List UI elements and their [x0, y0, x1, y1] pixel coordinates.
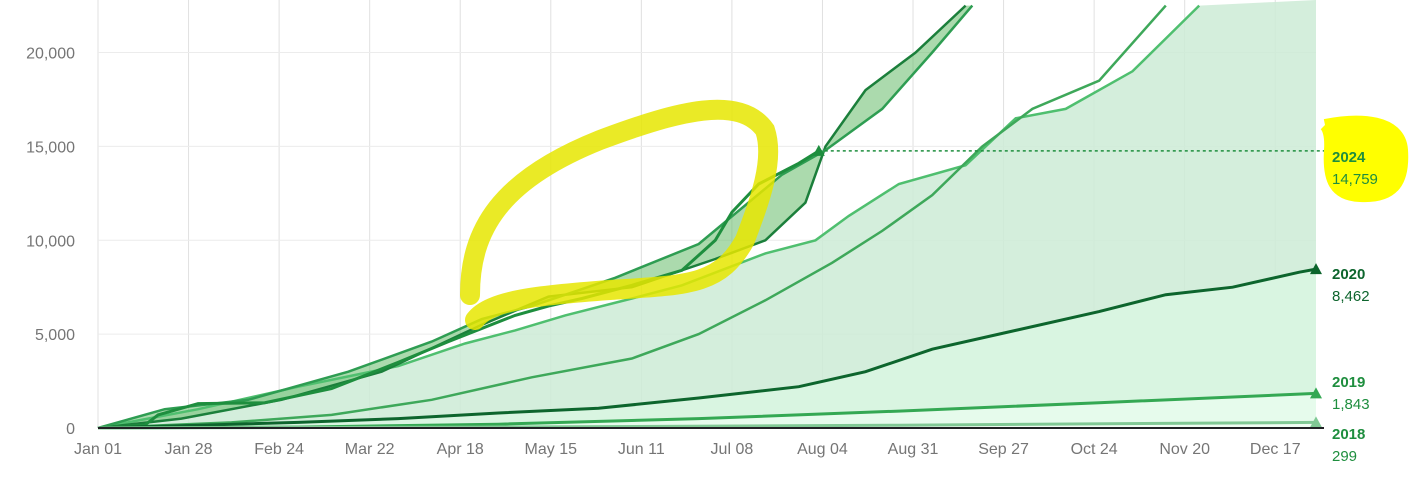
series-end-marker-2019 — [1310, 387, 1322, 399]
x-tick-label: Nov 20 — [1159, 441, 1210, 458]
x-tick-label: Sep 27 — [978, 441, 1029, 458]
x-tick-label: Jul 08 — [711, 441, 754, 458]
y-tick-label: 5,000 — [35, 327, 75, 344]
x-tick-label: Jun 11 — [618, 441, 665, 458]
end-label-year-2020: 2020 — [1332, 266, 1365, 283]
axes: Jan 01 Jan 28 Feb 24 Mar 22 Apr 18 May 15 Jun … — [26, 46, 1324, 458]
envelope-area — [98, 0, 1316, 428]
end-label-year-2018: 2018 — [1332, 426, 1365, 443]
end-label-value-2020: 8,462 — [1332, 288, 1370, 305]
y-tick-label: 20,000 — [26, 46, 75, 63]
yellow-scribble-circle — [460, 99, 779, 330]
series-end-marker-2018 — [1310, 416, 1322, 428]
series-area — [98, 269, 1316, 428]
series-line-2024 — [97, 149, 820, 430]
end-label-value-2019: 1,843 — [1332, 396, 1370, 413]
x-tick-label: Jan 28 — [165, 441, 213, 458]
series-area — [98, 393, 1316, 428]
x-tick-label: Aug 31 — [888, 441, 939, 458]
end-label-year-2024: 2024 — [1332, 149, 1366, 166]
x-tick-label: Jan 01 — [74, 441, 122, 458]
x-tick-label: May 15 — [525, 441, 578, 458]
x-tick-label: Aug 04 — [797, 441, 848, 458]
x-tick-label: Mar 22 — [345, 441, 395, 458]
area-bands — [98, 0, 1316, 428]
y-tick-label: 15,000 — [26, 139, 75, 156]
yellow-scribble-box — [1320, 115, 1409, 203]
x-tick-label: Oct 24 — [1071, 441, 1118, 458]
x-tick-label: Dec 17 — [1250, 441, 1301, 458]
highlight-annotation — [460, 99, 1409, 330]
y-tick-label: 10,000 — [26, 233, 75, 250]
end-label-value-2018: 299 — [1332, 448, 1357, 465]
end-label-year-2019: 2019 — [1332, 374, 1365, 391]
series-line-2020 — [97, 267, 1317, 430]
end-label-value-2024: 14,759 — [1332, 171, 1378, 188]
x-tick-label: Apr 18 — [437, 441, 484, 458]
x-tick-label: Feb 24 — [254, 441, 304, 458]
other-year-line — [97, 4, 1167, 430]
series-area — [98, 422, 1316, 428]
end-labels: 2024 14,759 2020 8,462 2019 1,843 2018 299 — [1332, 149, 1378, 465]
series-end-marker-2020 — [1310, 263, 1322, 275]
y-tick-label: 0 — [66, 421, 75, 438]
